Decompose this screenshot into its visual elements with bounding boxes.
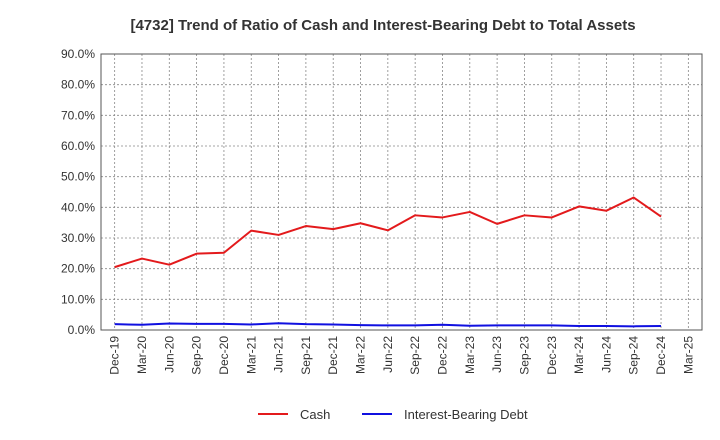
x-tick-label: Mar-20 xyxy=(135,336,149,374)
x-tick-label: Mar-22 xyxy=(354,336,368,374)
x-tick-label: Dec-22 xyxy=(435,336,449,375)
x-tick-label: Jun-22 xyxy=(381,336,395,373)
x-tick-label: Dec-21 xyxy=(326,336,340,375)
x-tick-label: Dec-20 xyxy=(217,336,231,375)
plot-area xyxy=(100,53,703,331)
x-tick-label: Mar-23 xyxy=(463,336,477,374)
y-tick-label: 0.0% xyxy=(68,323,96,337)
x-tick-label: Sep-20 xyxy=(190,336,204,375)
x-tick-label: Sep-24 xyxy=(627,336,641,375)
x-tick-label: Jun-20 xyxy=(162,336,176,373)
x-tick-label: Dec-24 xyxy=(654,336,668,375)
series-line-1 xyxy=(114,322,662,328)
legend: Cash Interest-Bearing Debt xyxy=(258,407,528,422)
y-tick-label: 40.0% xyxy=(61,200,95,214)
x-tick-label: Sep-23 xyxy=(517,336,531,375)
y-tick-label: 70.0% xyxy=(61,108,95,122)
x-axis: Dec-19 Mar-20 Jun-20 Sep-20 Dec-20 Mar-21 Jun-… xyxy=(108,336,696,375)
y-tick-label: 80.0% xyxy=(61,78,95,92)
y-tick-label: 30.0% xyxy=(61,231,95,245)
x-tick-label: Sep-21 xyxy=(299,336,313,375)
x-tick-label: Dec-19 xyxy=(108,336,122,375)
x-tick-label: Sep-22 xyxy=(408,336,422,375)
x-tick-label: Jun-24 xyxy=(599,336,613,373)
legend-entry: Cash xyxy=(300,407,330,422)
y-tick-label: 60.0% xyxy=(61,139,95,153)
x-tick-label: Mar-21 xyxy=(244,336,258,374)
x-tick-label: Dec-23 xyxy=(545,336,559,375)
y-axis: 0.0% 10.0% 20.0% 30.0% 40.0% 50.0% 60.0% 70.0% 8… xyxy=(61,47,95,337)
grid xyxy=(101,53,702,330)
x-tick-label: Jun-21 xyxy=(272,336,286,373)
x-tick-label: Mar-24 xyxy=(572,336,586,374)
y-tick-label: 50.0% xyxy=(61,170,95,184)
x-tick-label: Mar-25 xyxy=(681,336,695,374)
series-layer xyxy=(114,196,662,328)
legend-entry: Interest-Bearing Debt xyxy=(404,407,528,422)
y-tick-label: 20.0% xyxy=(61,262,95,276)
x-tick-label: Jun-23 xyxy=(490,336,504,373)
chart-title: [4732] Trend of Ratio of Cash and Intere… xyxy=(130,17,635,34)
y-tick-label: 10.0% xyxy=(61,292,95,306)
series-line-0 xyxy=(114,196,662,269)
y-tick-label: 90.0% xyxy=(61,47,95,61)
